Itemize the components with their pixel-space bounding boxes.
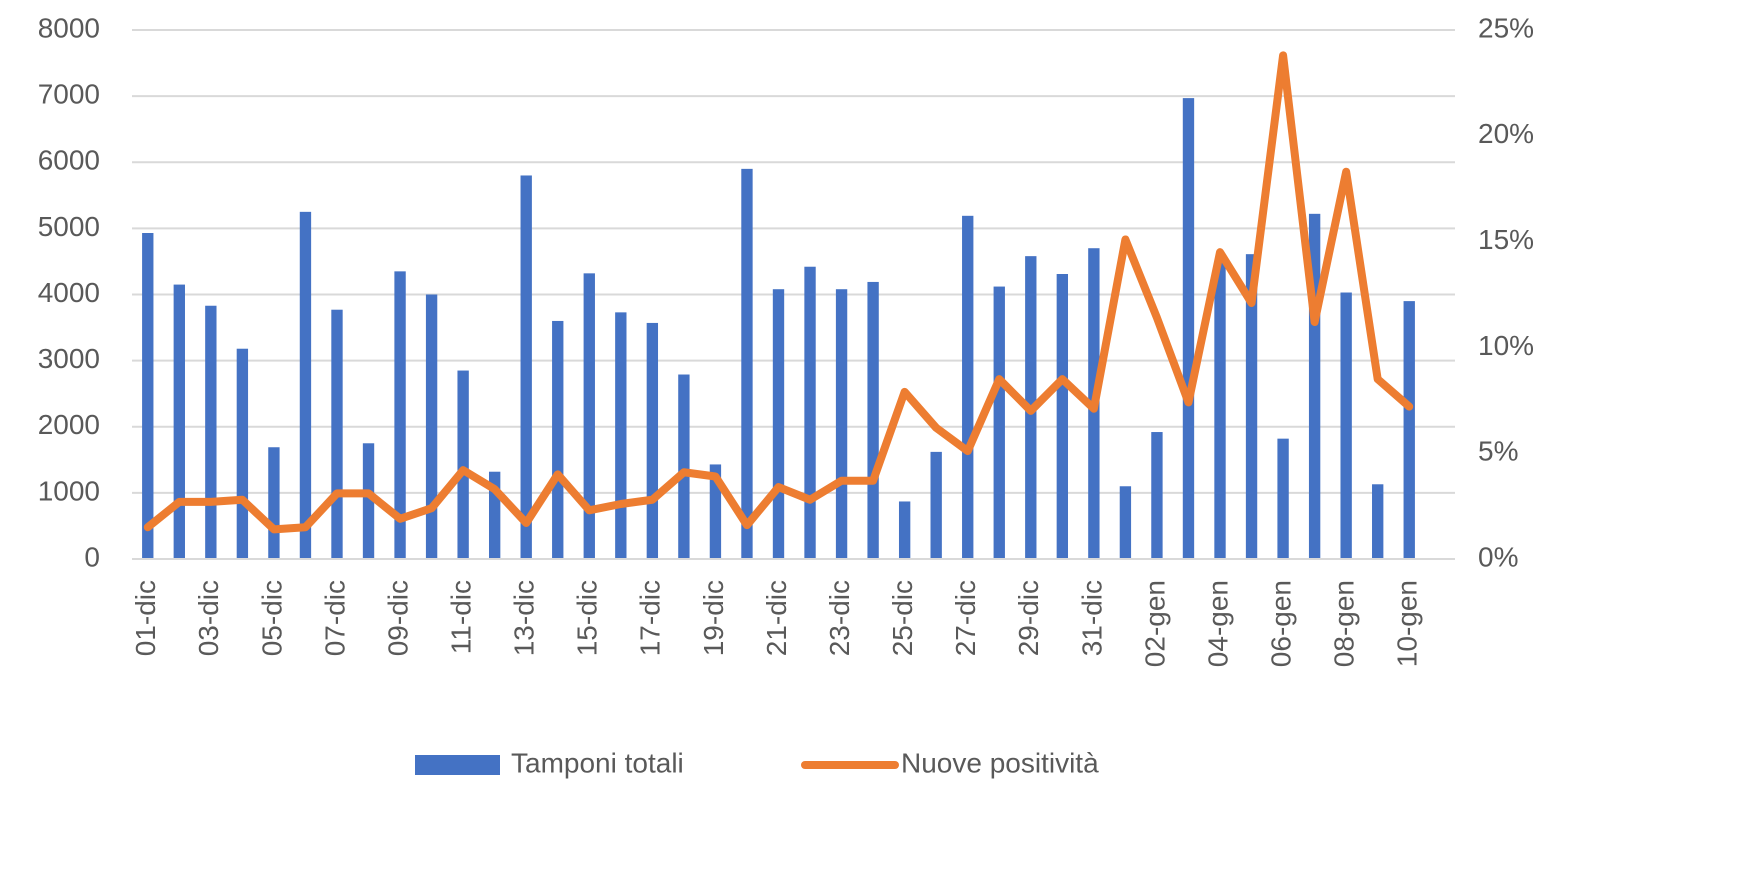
bar — [268, 447, 280, 559]
bar — [520, 175, 532, 559]
y-tick-label: 8000 — [38, 12, 100, 43]
x-tick-label: 27-dic — [950, 580, 981, 656]
bar — [331, 309, 343, 559]
bar — [741, 168, 753, 560]
bar — [898, 501, 911, 559]
x-tick-label: 13-dic — [509, 580, 540, 656]
bar — [1340, 292, 1352, 559]
bar — [552, 320, 564, 559]
y-tick-label: 7000 — [38, 79, 100, 110]
x-tick-label: 04-gen — [1202, 580, 1233, 667]
x-tick-label: 21-dic — [761, 580, 792, 656]
bar — [993, 286, 1005, 559]
y-tick-label: 3000 — [38, 343, 100, 374]
bar — [1403, 301, 1415, 559]
y2-tick-label: 10% — [1478, 330, 1534, 361]
y2-tick-label: 15% — [1478, 224, 1534, 255]
y-tick-label: 1000 — [38, 475, 100, 506]
bar — [1151, 432, 1163, 559]
bar — [1245, 254, 1258, 559]
bar — [1056, 274, 1069, 559]
bar — [236, 348, 249, 559]
bar — [804, 266, 816, 559]
bar — [772, 289, 785, 559]
x-tick-label: 06-gen — [1265, 580, 1296, 667]
x-tick-label: 25-dic — [887, 580, 918, 656]
x-tick-label: 29-dic — [1013, 580, 1044, 656]
x-tick-label: 15-dic — [572, 580, 603, 656]
bar — [488, 471, 501, 559]
bar — [457, 370, 469, 559]
bar — [835, 289, 848, 559]
bar — [425, 294, 438, 559]
bar — [583, 273, 595, 559]
bar — [867, 281, 879, 559]
bar — [205, 305, 217, 559]
bar — [1308, 213, 1321, 559]
bar — [962, 215, 974, 559]
bar — [646, 322, 659, 559]
x-tick-label: 09-dic — [382, 580, 413, 656]
bar — [930, 451, 942, 559]
y-tick-label: 6000 — [38, 145, 100, 176]
y2-tick-label: 25% — [1478, 12, 1534, 43]
x-tick-label: 05-dic — [256, 580, 287, 656]
x-tick-label: 31-dic — [1076, 580, 1107, 656]
bar — [173, 284, 185, 559]
bar — [362, 443, 375, 559]
legend-label: Nuove positività — [901, 747, 1099, 778]
bar — [394, 271, 406, 559]
bar — [1372, 484, 1384, 559]
y-tick-label: 2000 — [38, 409, 100, 440]
bar — [709, 464, 722, 559]
y-tick-label: 5000 — [38, 211, 100, 242]
x-tick-label: 03-dic — [193, 580, 224, 656]
y2-tick-label: 0% — [1478, 541, 1518, 572]
y2-tick-label: 20% — [1478, 118, 1534, 149]
x-tick-label: 08-gen — [1329, 580, 1360, 667]
bar — [678, 374, 690, 559]
x-tick-label: 19-dic — [698, 580, 729, 656]
y2-tick-label: 5% — [1478, 436, 1518, 467]
legend-label: Tamponi totali — [511, 747, 684, 778]
bar — [299, 211, 312, 559]
bar — [1182, 98, 1195, 559]
line — [143, 51, 1414, 534]
x-tick-label: 11-dic — [446, 580, 477, 654]
x-tick-label: 07-dic — [319, 580, 350, 656]
y-tick-label: 4000 — [38, 277, 100, 308]
x-tick-label: 17-dic — [635, 580, 666, 656]
bar — [615, 312, 627, 559]
x-tick-label: 23-dic — [824, 580, 855, 656]
y-tick-label: 0 — [84, 541, 100, 572]
x-tick-label: 02-gen — [1139, 580, 1170, 667]
bar — [1119, 486, 1132, 559]
bar — [1277, 438, 1289, 559]
legend-swatch — [415, 755, 500, 775]
x-tick-label: 10-gen — [1392, 580, 1423, 667]
x-tick-label: 01-dic — [130, 580, 161, 656]
bar — [1214, 262, 1226, 559]
bar — [142, 233, 154, 559]
